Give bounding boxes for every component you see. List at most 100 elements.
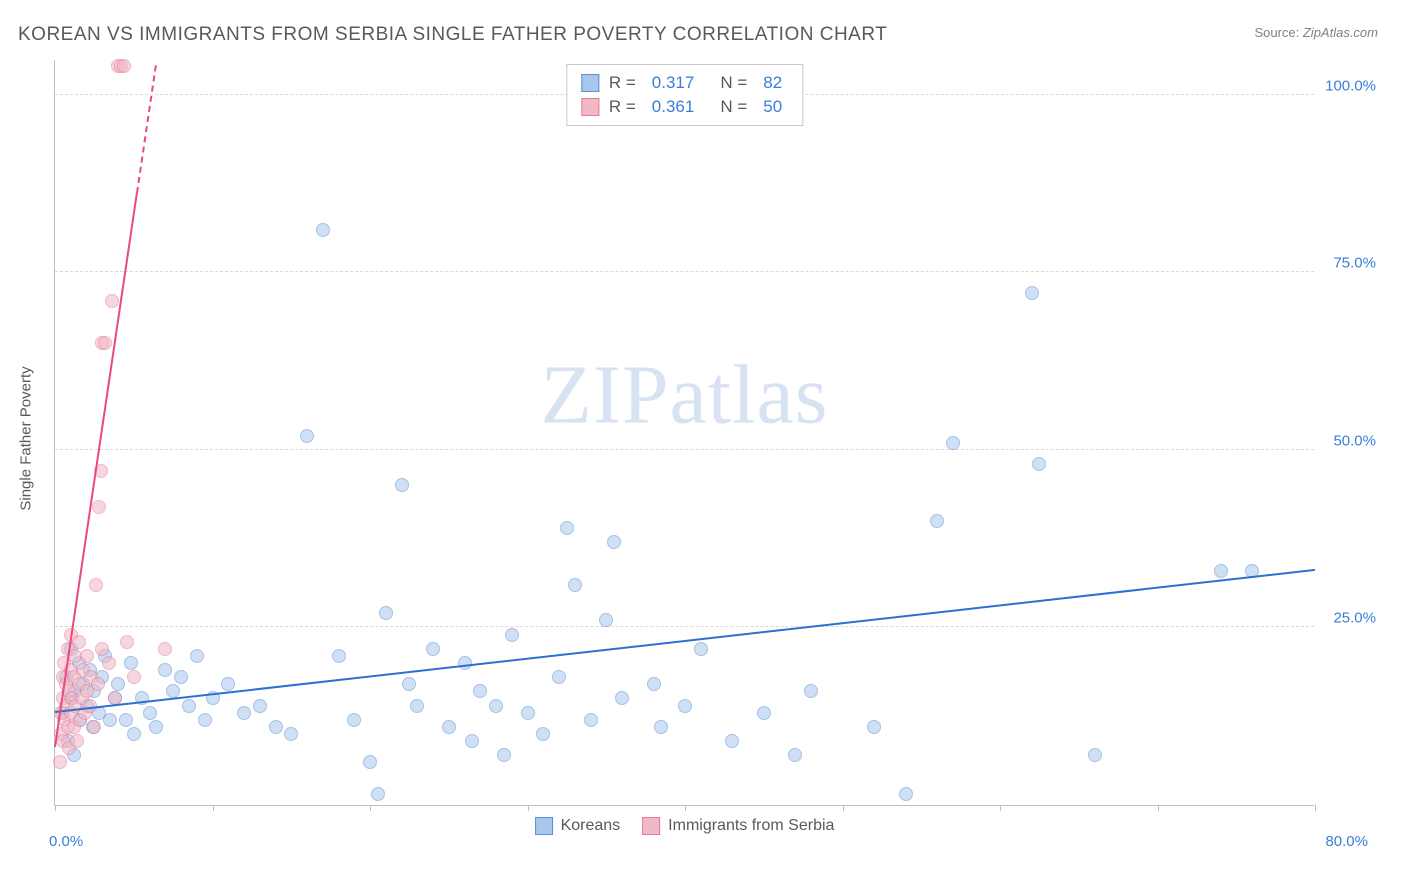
data-point [284, 727, 298, 741]
stats-row: R = 0.361 N = 50 [581, 95, 788, 119]
x-tick [1000, 805, 1001, 811]
data-point [757, 706, 771, 720]
data-point [426, 642, 440, 656]
legend-label: Koreans [561, 817, 621, 835]
data-point [1025, 286, 1039, 300]
watermark: ZIPatlas [541, 347, 829, 444]
data-point [70, 734, 84, 748]
data-point [182, 699, 196, 713]
data-point [253, 699, 267, 713]
stats-legend-box: R = 0.317N = 82R = 0.361 N = 50 [566, 64, 803, 126]
data-point [725, 734, 739, 748]
data-point [694, 642, 708, 656]
data-point [127, 727, 141, 741]
data-point [521, 706, 535, 720]
data-point [473, 684, 487, 698]
data-point [347, 713, 361, 727]
legend-label: Immigrants from Serbia [668, 817, 834, 835]
data-point [117, 59, 131, 73]
x-tick [1315, 805, 1316, 811]
trendline [55, 569, 1315, 713]
data-point [804, 684, 818, 698]
data-point [497, 748, 511, 762]
x-tick [213, 805, 214, 811]
data-point [190, 649, 204, 663]
data-point [536, 727, 550, 741]
watermark-part-b: atlas [670, 349, 829, 442]
data-point [98, 336, 112, 350]
x-tick [843, 805, 844, 811]
data-point [149, 720, 163, 734]
data-point [102, 656, 116, 670]
data-point [788, 748, 802, 762]
data-point [568, 578, 582, 592]
x-tick-last: 80.0% [1325, 833, 1368, 850]
data-point [158, 663, 172, 677]
legend-swatch [642, 817, 660, 835]
data-point [89, 578, 103, 592]
n-value: 82 [757, 73, 788, 93]
data-point [867, 720, 881, 734]
data-point [1032, 457, 1046, 471]
data-point [442, 720, 456, 734]
source-attribution: Source: ZipAtlas.com [1254, 24, 1378, 42]
data-point [316, 223, 330, 237]
data-point [647, 677, 661, 691]
bottom-legend: Koreans Immigrants from Serbia [535, 817, 835, 835]
data-point [1214, 564, 1228, 578]
data-point [198, 713, 212, 727]
r-value: 0.317 [646, 73, 701, 93]
n-value: 50 [757, 97, 788, 117]
x-tick [370, 805, 371, 811]
series-swatch [581, 98, 599, 116]
data-point [72, 635, 86, 649]
data-point [899, 787, 913, 801]
data-point [363, 755, 377, 769]
data-point [930, 514, 944, 528]
data-point [237, 706, 251, 720]
data-point [505, 628, 519, 642]
data-point [80, 649, 94, 663]
data-point [127, 670, 141, 684]
data-point [465, 734, 479, 748]
data-point [332, 649, 346, 663]
y-tick-label: 75.0% [1333, 255, 1376, 272]
source-label: Source: [1254, 25, 1302, 40]
data-point [410, 699, 424, 713]
data-point [53, 755, 67, 769]
y-axis-label: Single Father Poverty [18, 366, 35, 510]
r-label: R = [609, 73, 636, 93]
data-point [91, 677, 105, 691]
data-point [221, 677, 235, 691]
legend-swatch [535, 817, 553, 835]
gridline [55, 626, 1314, 627]
data-point [379, 606, 393, 620]
data-point [105, 294, 119, 308]
x-tick [55, 805, 56, 811]
x-tick [528, 805, 529, 811]
data-point [92, 500, 106, 514]
source-value: ZipAtlas.com [1303, 25, 1378, 40]
data-point [489, 699, 503, 713]
r-value: 0.361 [646, 97, 701, 117]
data-point [158, 642, 172, 656]
data-point [395, 478, 409, 492]
data-point [1088, 748, 1102, 762]
chart-plot-area: ZIPatlas 25.0%50.0%75.0%100.0% R = 0.317… [54, 60, 1314, 806]
y-tick-label: 25.0% [1333, 610, 1376, 627]
data-point [143, 706, 157, 720]
legend-item: Immigrants from Serbia [642, 817, 834, 835]
stats-row: R = 0.317N = 82 [581, 71, 788, 95]
data-point [678, 699, 692, 713]
chart-title: KOREAN VS IMMIGRANTS FROM SERBIA SINGLE … [18, 24, 887, 46]
data-point [103, 713, 117, 727]
n-label: N = [720, 97, 747, 117]
data-point [119, 713, 133, 727]
gridline [55, 271, 1314, 272]
r-label: R = [609, 97, 636, 117]
data-point [552, 670, 566, 684]
data-point [111, 677, 125, 691]
data-point [269, 720, 283, 734]
data-point [584, 713, 598, 727]
data-point [560, 521, 574, 535]
